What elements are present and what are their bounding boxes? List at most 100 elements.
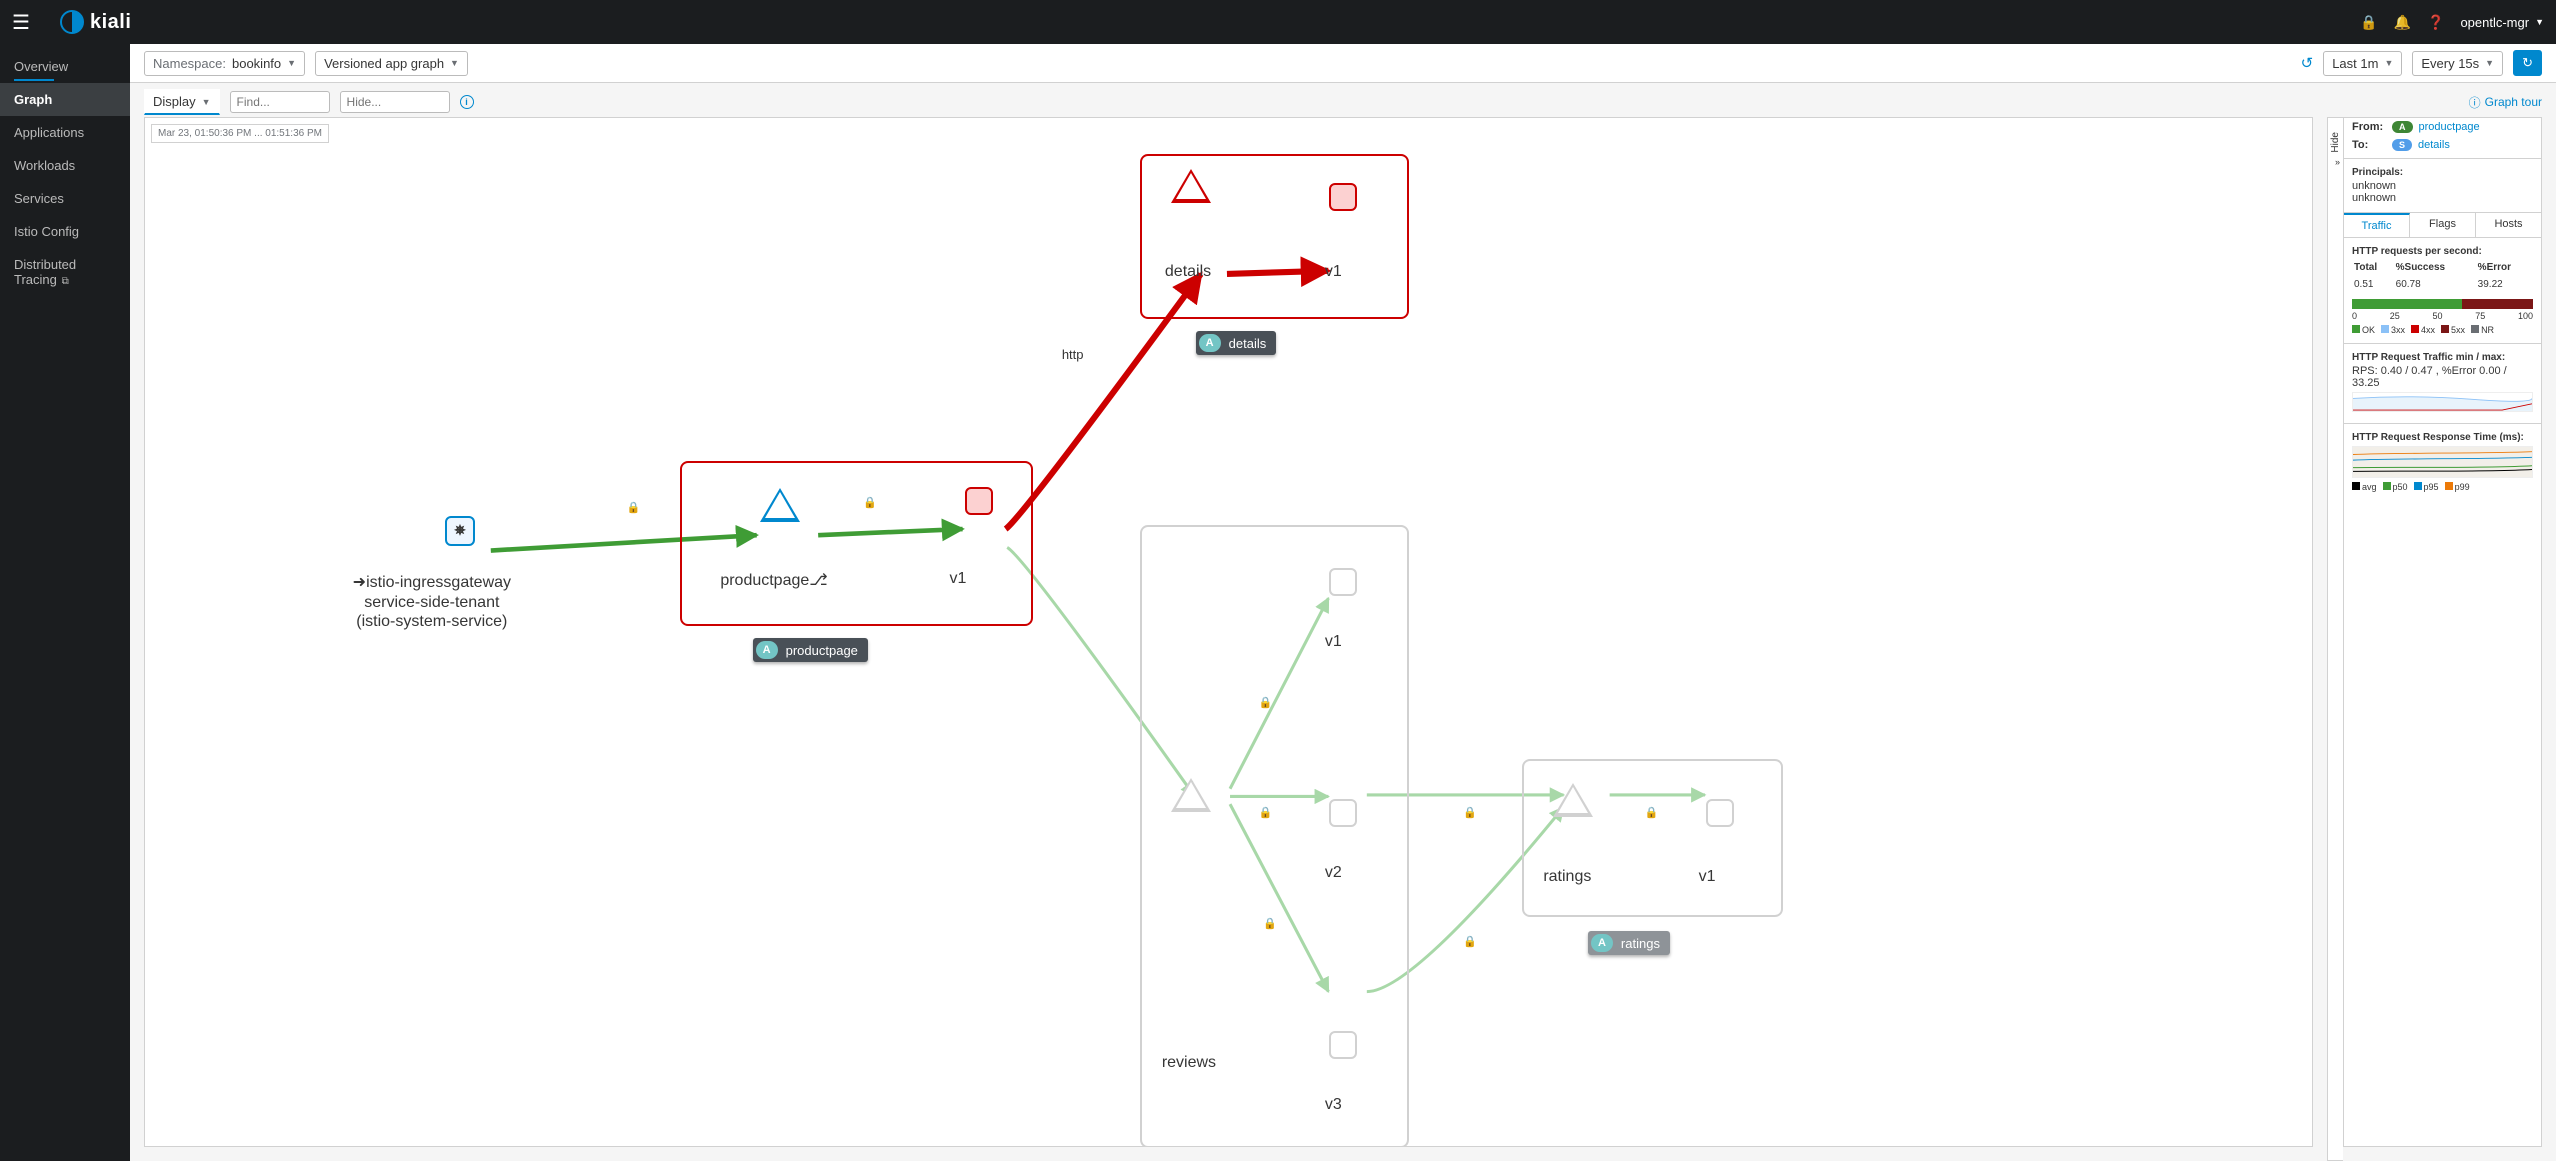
traffic-header: HTTP Request Traffic min / max: bbox=[2352, 352, 2533, 363]
graph-timestamp: Mar 23, 01:50:36 PM ... 01:51:36 PM bbox=[151, 124, 329, 143]
namespace-value: bookinfo bbox=[232, 56, 281, 71]
workload-label-productpage-v1[interactable]: v1 bbox=[950, 570, 967, 588]
caret-down-icon: ▼ bbox=[287, 58, 296, 68]
lock-icon[interactable]: 🔒 bbox=[2360, 14, 2377, 31]
legend-item: p95 bbox=[2414, 482, 2439, 492]
workload-node-reviews-v1[interactable] bbox=[1329, 568, 1357, 596]
brand-logo[interactable]: kiali bbox=[60, 10, 131, 34]
help-icon[interactable]: ❓ bbox=[2427, 14, 2444, 31]
user-name: opentlc-mgr bbox=[2460, 15, 2529, 30]
workload-label-reviews-v1[interactable]: v1 bbox=[1325, 633, 1342, 651]
app-badge-details[interactable]: Adetails bbox=[1196, 331, 1277, 355]
workload-label-ratings-v1[interactable]: v1 bbox=[1699, 868, 1716, 886]
service-node-details[interactable] bbox=[1171, 169, 1211, 203]
refresh-button[interactable]: ↻ bbox=[2513, 50, 2542, 76]
app-badge-productpage[interactable]: Aproductpage bbox=[753, 638, 868, 662]
workload-node-productpage-v1[interactable] bbox=[965, 487, 993, 515]
caret-down-icon: ▼ bbox=[202, 97, 211, 107]
panel-tabs: TrafficFlagsHosts bbox=[2344, 212, 2541, 238]
workload-node-ratings-v1[interactable] bbox=[1706, 799, 1734, 827]
workload-node-details-v1[interactable] bbox=[1329, 183, 1357, 211]
hide-input[interactable] bbox=[340, 91, 450, 113]
caret-down-icon: ▼ bbox=[2384, 58, 2393, 68]
refresh-interval-dropdown[interactable]: Every 15s ▼ bbox=[2412, 51, 2503, 76]
namespace-dropdown[interactable]: Namespace: bookinfo ▼ bbox=[144, 51, 305, 76]
graph-tour-link[interactable]: ⓘ Graph tour bbox=[2469, 94, 2542, 111]
find-help-icon[interactable]: i bbox=[460, 95, 474, 109]
tab-flags[interactable]: Flags bbox=[2410, 213, 2476, 237]
workload-node-reviews-v2[interactable] bbox=[1329, 799, 1357, 827]
app-badge-ratings[interactable]: Aratings bbox=[1588, 931, 1670, 955]
bell-icon[interactable]: 🔔 bbox=[2394, 14, 2411, 31]
caret-down-icon: ▼ bbox=[2535, 17, 2544, 27]
graph-type-dropdown[interactable]: Versioned app graph ▼ bbox=[315, 51, 468, 76]
app-letter-icon: A bbox=[1199, 334, 1221, 352]
workload-label-reviews-v2[interactable]: v2 bbox=[1325, 864, 1342, 882]
ingress-gateway-label[interactable]: ➜istio-ingressgatewayservice-side-tenant… bbox=[353, 573, 511, 631]
sidebar-item-workloads[interactable]: Workloads bbox=[0, 149, 130, 182]
service-node-ratings[interactable] bbox=[1553, 783, 1593, 817]
app-letter-icon: A bbox=[756, 641, 778, 659]
ingress-gateway-node[interactable]: ✵ bbox=[445, 516, 475, 546]
workload-node-reviews-v3[interactable] bbox=[1329, 1031, 1357, 1059]
mtls-lock-icon: 🔒 bbox=[1263, 917, 1277, 930]
to-link[interactable]: details bbox=[2418, 139, 2450, 151]
workload-label-details-v1[interactable]: v1 bbox=[1325, 263, 1342, 281]
main-area: Namespace: bookinfo ▼ Versioned app grap… bbox=[130, 44, 2556, 1161]
menu-toggle-icon[interactable]: ☰ bbox=[12, 10, 42, 35]
refresh-interval-value: Every 15s bbox=[2421, 56, 2479, 71]
toolbar-secondary: Display ▼ i ⓘ Graph tour bbox=[130, 83, 2556, 117]
sidebar-item-distributed-tracing[interactable]: Distributed Tracing ⧉ bbox=[0, 248, 130, 296]
service-label-reviews[interactable]: reviews bbox=[1162, 1054, 1216, 1072]
workload-label-reviews-v3[interactable]: v3 bbox=[1325, 1096, 1342, 1114]
history-icon[interactable]: ↺ bbox=[2301, 54, 2314, 72]
success-error-bar bbox=[2352, 299, 2533, 309]
toolbar-primary: Namespace: bookinfo ▼ Versioned app grap… bbox=[130, 44, 2556, 83]
sidebar-item-services[interactable]: Services bbox=[0, 182, 130, 215]
sidebar-item-graph[interactable]: Graph bbox=[0, 83, 130, 116]
app-badge-label: ratings bbox=[1621, 936, 1660, 951]
mtls-lock-icon: 🔒 bbox=[1645, 806, 1659, 819]
traffic-sub: RPS: 0.40 / 0.47 , %Error 0.00 / 33.25 bbox=[2352, 365, 2533, 389]
scale-tick: 75 bbox=[2475, 311, 2485, 321]
from-link[interactable]: productpage bbox=[2419, 121, 2480, 133]
legend-item: OK bbox=[2352, 325, 2375, 335]
tab-traffic[interactable]: Traffic bbox=[2344, 213, 2410, 237]
service-badge-icon: S bbox=[2392, 139, 2412, 151]
tab-hosts[interactable]: Hosts bbox=[2476, 213, 2541, 237]
brand-text: kiali bbox=[90, 11, 131, 34]
legend-item: 5xx bbox=[2441, 325, 2465, 335]
service-node-productpage[interactable] bbox=[760, 488, 800, 522]
sidebar-item-overview[interactable]: Overview bbox=[0, 50, 130, 83]
http-rps-header: HTTP requests per second: bbox=[2352, 246, 2533, 257]
legend-item: 4xx bbox=[2411, 325, 2435, 335]
sidebar-item-istio-config[interactable]: Istio Config bbox=[0, 215, 130, 248]
to-label: To: bbox=[2352, 139, 2386, 151]
panel-hide-handle[interactable]: Hide » bbox=[2327, 117, 2343, 1161]
find-input[interactable] bbox=[230, 91, 330, 113]
http-rps-table: Total%Success%Error 0.5160.7839.22 bbox=[2352, 259, 2533, 293]
time-range-dropdown[interactable]: Last 1m ▼ bbox=[2323, 51, 2402, 76]
table-cell: 60.78 bbox=[2394, 276, 2476, 293]
user-menu[interactable]: opentlc-mgr ▼ bbox=[2460, 15, 2544, 30]
scale-tick: 50 bbox=[2432, 311, 2442, 321]
scale-tick: 0 bbox=[2352, 311, 2357, 321]
mtls-lock-icon: 🔒 bbox=[1259, 806, 1273, 819]
caret-down-icon: ▼ bbox=[450, 58, 459, 68]
graph-canvas[interactable]: Mar 23, 01:50:36 PM ... 01:51:36 PM deta… bbox=[144, 117, 2313, 1147]
service-node-reviews[interactable] bbox=[1171, 778, 1211, 812]
sidebar-item-applications[interactable]: Applications bbox=[0, 116, 130, 149]
app-letter-icon: A bbox=[1591, 934, 1613, 952]
bar-segment bbox=[2352, 299, 2462, 309]
service-label-details[interactable]: details bbox=[1165, 263, 1211, 281]
gateway-icon: ✵ bbox=[445, 516, 475, 546]
help-circle-icon: ⓘ bbox=[2469, 94, 2481, 111]
mtls-lock-icon: 🔒 bbox=[1463, 806, 1477, 819]
topbar: ☰ kiali 🔒 🔔 ❓ opentlc-mgr ▼ bbox=[0, 0, 2556, 44]
service-label-productpage[interactable]: productpage⎇ bbox=[720, 570, 827, 590]
side-panel: From: A productpage To: S details Princi… bbox=[2343, 117, 2542, 1147]
display-dropdown[interactable]: Display ▼ bbox=[144, 89, 220, 115]
app-badge-label: details bbox=[1229, 336, 1267, 351]
service-label-ratings[interactable]: ratings bbox=[1543, 868, 1591, 886]
legend-item: p99 bbox=[2445, 482, 2470, 492]
